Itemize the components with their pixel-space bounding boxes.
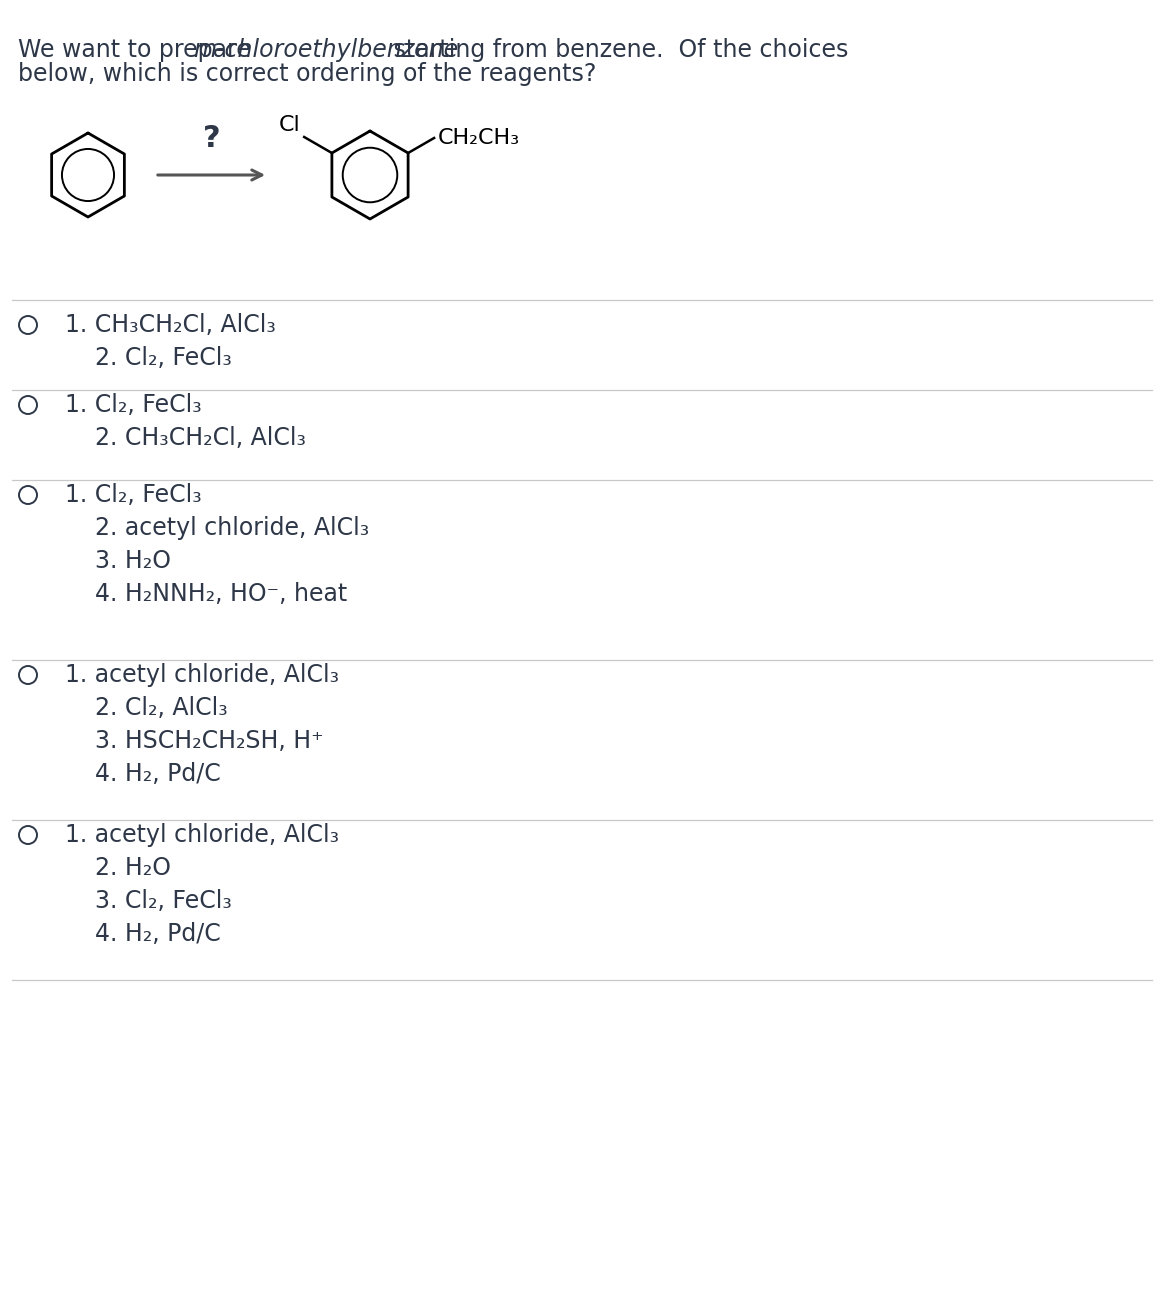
Text: 1. Cl₂, FeCl₃: 1. Cl₂, FeCl₃	[65, 483, 201, 506]
Text: ?: ?	[203, 125, 220, 154]
Text: 4. H₂, Pd/C: 4. H₂, Pd/C	[95, 762, 221, 786]
Text: 2. Cl₂, FeCl₃: 2. Cl₂, FeCl₃	[95, 346, 232, 370]
Text: 3. H₂O: 3. H₂O	[95, 548, 171, 573]
Text: starting from benzene.  Of the choices: starting from benzene. Of the choices	[386, 38, 849, 62]
Text: 2. Cl₂, AlCl₃: 2. Cl₂, AlCl₃	[95, 695, 228, 720]
Text: 2. acetyl chloride, AlCl₃: 2. acetyl chloride, AlCl₃	[95, 516, 369, 541]
Text: CH₂CH₃: CH₂CH₃	[438, 129, 520, 148]
Text: We want to prepare: We want to prepare	[17, 38, 258, 62]
Text: 1. CH₃CH₂Cl, AlCl₃: 1. CH₃CH₂Cl, AlCl₃	[65, 314, 276, 337]
Text: 1. acetyl chloride, AlCl₃: 1. acetyl chloride, AlCl₃	[65, 823, 339, 848]
Text: 4. H₂NNH₂, HO⁻, heat: 4. H₂NNH₂, HO⁻, heat	[95, 583, 347, 606]
Text: 4. H₂, Pd/C: 4. H₂, Pd/C	[95, 922, 221, 946]
Text: below, which is correct ordering of the reagents?: below, which is correct ordering of the …	[17, 62, 596, 87]
Text: 2. CH₃CH₂Cl, AlCl₃: 2. CH₃CH₂Cl, AlCl₃	[95, 426, 306, 450]
Text: m-chloroethylbenzene: m-chloroethylbenzene	[193, 38, 459, 62]
Text: 1. Cl₂, FeCl₃: 1. Cl₂, FeCl₃	[65, 394, 201, 417]
Text: 3. Cl₂, FeCl₃: 3. Cl₂, FeCl₃	[95, 890, 232, 913]
Text: 3. HSCH₂CH₂SH, H⁺: 3. HSCH₂CH₂SH, H⁺	[95, 729, 324, 753]
Text: 2. H₂O: 2. H₂O	[95, 855, 171, 880]
Text: Cl: Cl	[278, 115, 300, 135]
Text: 1. acetyl chloride, AlCl₃: 1. acetyl chloride, AlCl₃	[65, 663, 339, 687]
